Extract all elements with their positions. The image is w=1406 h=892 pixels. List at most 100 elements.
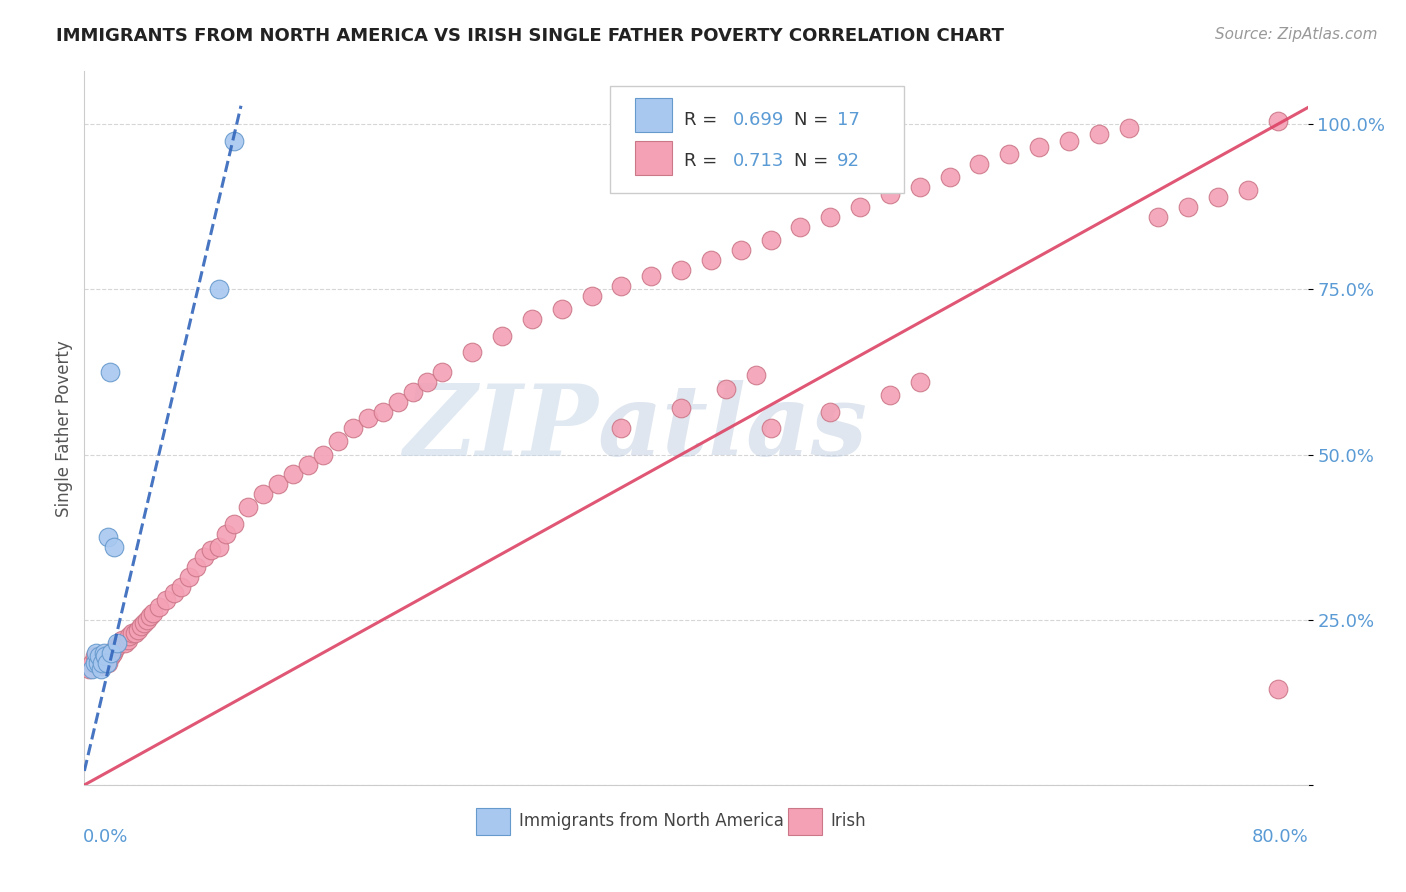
Point [238, 500, 260, 515]
Point [1237, 183, 1260, 197]
Point [759, 233, 782, 247]
Point [520, 312, 543, 326]
Point [357, 411, 380, 425]
FancyBboxPatch shape [636, 141, 672, 175]
Point [879, 388, 901, 402]
Point [610, 279, 633, 293]
Point [581, 289, 603, 303]
Point [461, 345, 484, 359]
FancyBboxPatch shape [610, 86, 904, 193]
Point [111, 632, 134, 647]
Point [91, 656, 114, 670]
Point [1267, 682, 1289, 697]
Point [117, 632, 139, 647]
FancyBboxPatch shape [787, 808, 823, 835]
Point [1087, 127, 1109, 141]
Point [89, 649, 111, 664]
Point [432, 365, 454, 379]
Point [387, 394, 409, 409]
Point [127, 623, 149, 637]
Point [93, 656, 115, 670]
Point [96, 649, 118, 664]
Point [849, 200, 872, 214]
Text: R =: R = [683, 111, 717, 128]
Point [1147, 210, 1170, 224]
Point [200, 543, 222, 558]
Point [96, 656, 118, 670]
Point [222, 516, 245, 531]
Point [97, 656, 120, 670]
Point [129, 619, 152, 633]
Text: 92: 92 [837, 152, 859, 169]
Point [371, 404, 394, 418]
Point [90, 659, 112, 673]
Point [121, 626, 143, 640]
Text: N =: N = [794, 152, 828, 169]
Point [98, 365, 121, 379]
Point [730, 243, 752, 257]
Point [789, 219, 811, 234]
Text: 0.713: 0.713 [733, 152, 785, 169]
Point [1028, 140, 1050, 154]
Point [207, 282, 229, 296]
Point [186, 560, 208, 574]
Text: 80.0%: 80.0% [1253, 828, 1309, 846]
Point [105, 636, 128, 650]
Point [97, 530, 120, 544]
Point [83, 656, 105, 670]
Point [1267, 114, 1289, 128]
Point [193, 549, 215, 564]
Point [91, 649, 114, 664]
Point [94, 652, 117, 666]
Point [640, 269, 662, 284]
Point [80, 656, 103, 670]
Point [90, 662, 112, 676]
Point [551, 302, 574, 317]
Point [101, 646, 124, 660]
Point [108, 636, 131, 650]
Text: Immigrants from North America: Immigrants from North America [519, 813, 783, 830]
Point [610, 421, 633, 435]
Text: 0.0%: 0.0% [83, 828, 128, 846]
Point [94, 649, 117, 664]
Point [326, 434, 349, 449]
Point [100, 649, 122, 664]
Point [148, 599, 170, 614]
Text: Source: ZipAtlas.com: Source: ZipAtlas.com [1215, 27, 1378, 42]
Point [818, 210, 841, 224]
Point [1177, 200, 1199, 214]
FancyBboxPatch shape [475, 808, 510, 835]
Point [342, 421, 364, 435]
Point [669, 262, 692, 277]
Point [998, 147, 1021, 161]
Point [700, 252, 723, 267]
Point [938, 170, 960, 185]
Point [222, 134, 245, 148]
Point [908, 375, 931, 389]
Point [87, 656, 110, 670]
Point [103, 642, 125, 657]
Point [132, 616, 155, 631]
Point [818, 404, 841, 418]
Text: 17: 17 [837, 111, 859, 128]
Point [969, 157, 991, 171]
Point [177, 570, 200, 584]
Point [416, 375, 439, 389]
Text: Irish: Irish [831, 813, 866, 830]
Point [908, 180, 931, 194]
Text: IMMIGRANTS FROM NORTH AMERICA VS IRISH SINGLE FATHER POVERTY CORRELATION CHART: IMMIGRANTS FROM NORTH AMERICA VS IRISH S… [56, 27, 1004, 45]
Point [98, 646, 121, 660]
Point [87, 652, 110, 666]
Point [163, 586, 186, 600]
Point [207, 540, 229, 554]
Point [669, 401, 692, 416]
Point [312, 448, 335, 462]
Point [142, 606, 165, 620]
Point [93, 646, 115, 660]
Point [283, 467, 305, 482]
Point [80, 662, 103, 676]
Point [401, 384, 423, 399]
Point [879, 186, 901, 201]
Point [100, 646, 122, 660]
Point [84, 656, 107, 670]
